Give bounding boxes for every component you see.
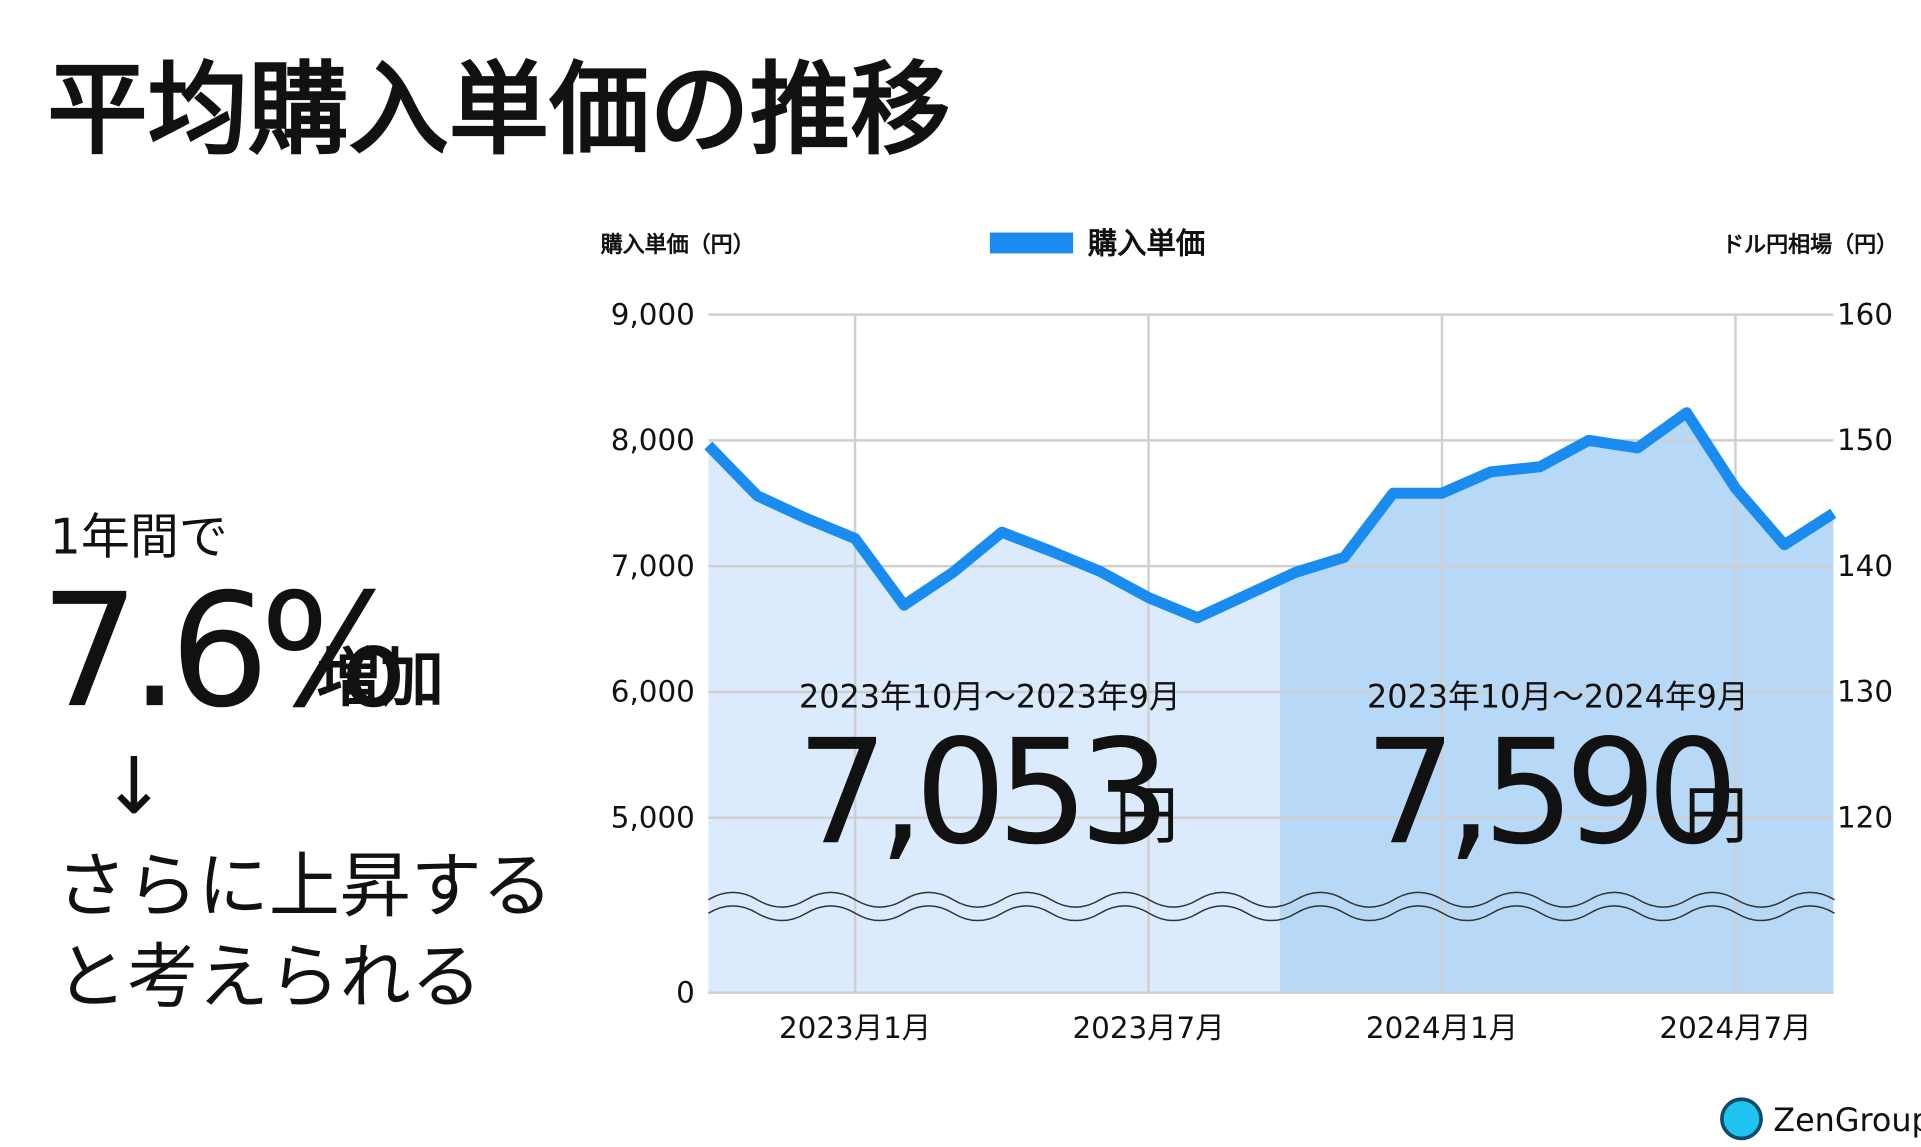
y2-tick-label: 140 [1837,549,1893,583]
arrow: ↓ [101,741,167,832]
y-tick-label: 5,000 [611,801,695,835]
x-tick-label: 2023月7月 [1072,1011,1224,1045]
axis-break [707,905,1835,922]
logo: ZenGroup [1773,1101,1921,1139]
y-tick-label: 7,000 [611,549,695,583]
annotation-period: 2023年10月～2024年9月 [1367,678,1749,716]
legend-label: 購入単価 [1088,226,1205,260]
y-tick-label: 9,000 [611,297,695,331]
annotation-unit: 円 [1115,779,1179,853]
y2-tick-label: 120 [1837,801,1893,835]
plot: 0 5,000 6,000 7,000 8,000 9,000 120 130 140 150 16… [611,226,1893,1045]
rate: 7.6% [40,560,401,742]
y-axis-title: 購入単価（円） [600,232,755,258]
axis-break [707,891,1835,908]
lead-text: 1年間で [50,508,228,565]
area [1279,412,1834,993]
title: 平均購入単価の推移 [47,51,950,168]
y-tick-label: 0 [676,976,695,1010]
line [704,407,1837,624]
x-tick-label: 2024月7月 [1659,1011,1811,1045]
annotation-value: 7,590 [1364,709,1729,877]
x-tick-label: 2024月1月 [1366,1011,1518,1045]
annotation-period: 2023年10月～2023年9月 [799,678,1181,716]
annotation-value: 7,053 [796,709,1161,877]
y2-tick-label: 160 [1837,297,1893,331]
annotation-unit: 円 [1684,779,1748,853]
legend-swatch [989,232,1074,254]
y2-tick-label: 130 [1837,675,1893,709]
y-tick-label: 8,000 [611,423,695,457]
y-tick-label: 6,000 [611,675,695,709]
y2-tick-label: 150 [1837,423,1893,457]
conclusion-line: さらに上昇する [56,845,553,928]
x-tick-label: 2023月1月 [779,1011,931,1045]
y2-axis-title: ドル円相場（円） [1722,233,1898,258]
conclusion-line: と考えられる [56,935,482,1018]
rate-suffix: 増加 [317,642,444,716]
logo-icon [1720,1097,1763,1141]
